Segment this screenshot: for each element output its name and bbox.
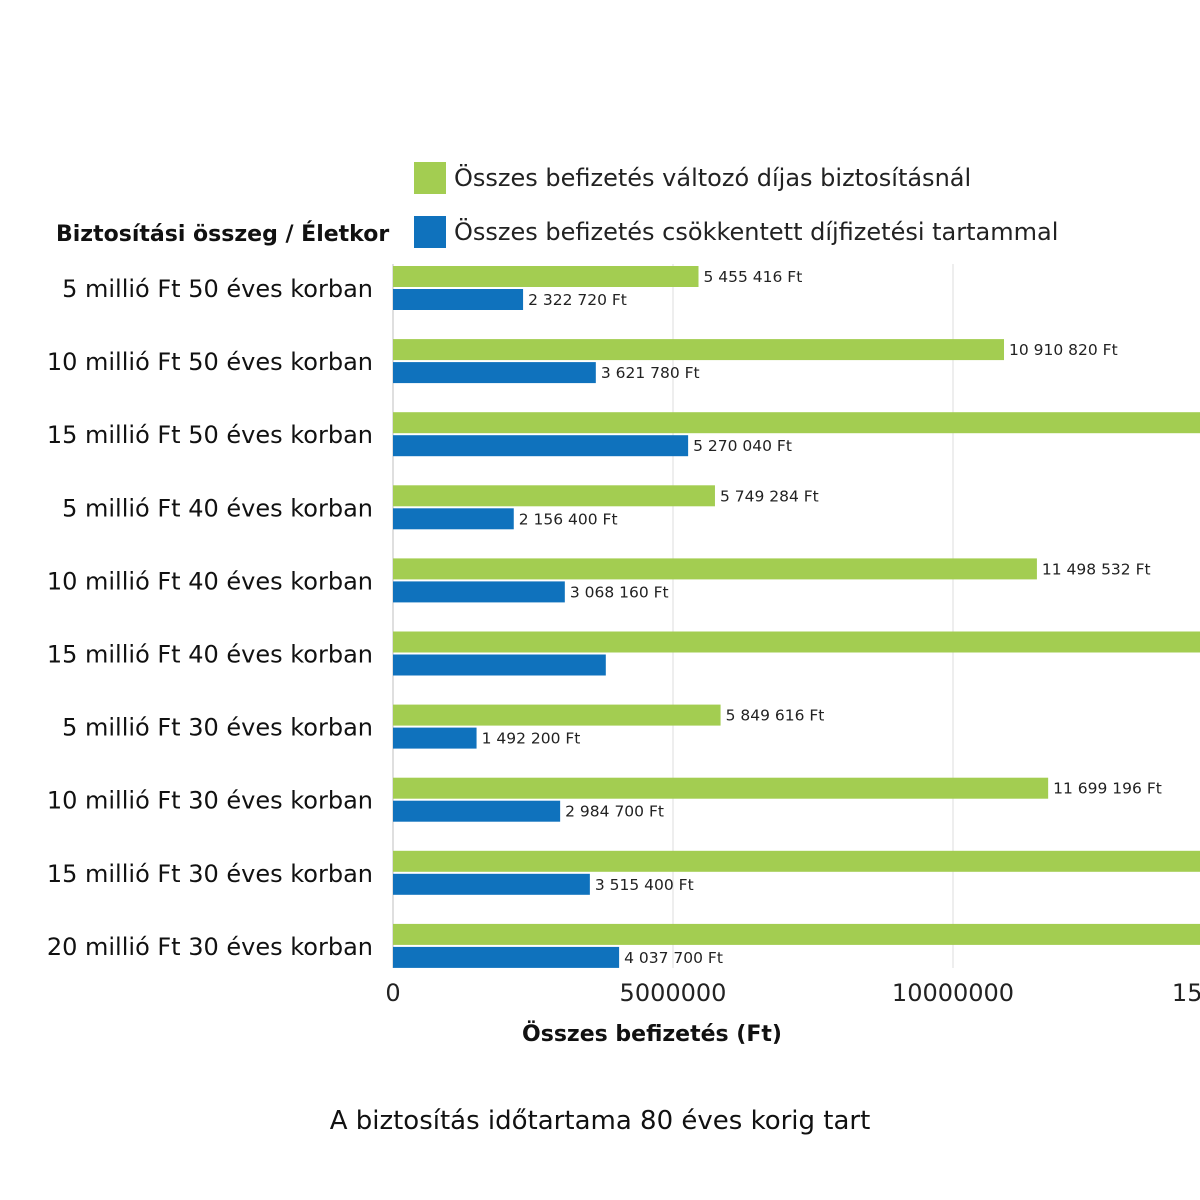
y-category-label: 5 millió Ft 40 éves korban <box>62 494 373 522</box>
y-category-label: 15 millió Ft 50 éves korban <box>47 421 373 449</box>
bar-green <box>393 850 1200 872</box>
bar-blue <box>393 873 590 895</box>
data-label: 5 270 040 Ft <box>693 437 792 455</box>
bar-blue <box>393 727 477 749</box>
data-label: 10 910 820 Ft <box>1009 341 1118 359</box>
data-label: 11 498 532 Ft <box>1042 560 1151 578</box>
bar-green <box>393 777 1049 799</box>
legend-swatch-green <box>414 162 446 194</box>
bar-blue <box>393 289 524 310</box>
data-label: 3 621 780 Ft <box>601 364 700 382</box>
x-tick-label: 10000000 <box>892 979 1014 1007</box>
x-tick-label: 15000000 <box>1172 979 1200 1007</box>
bar-blue <box>393 362 596 384</box>
y-category-label: 5 millió Ft 30 éves korban <box>62 714 373 742</box>
x-tick-label: 5000000 <box>620 979 727 1007</box>
bar-green <box>393 923 1200 945</box>
y-category-label: 15 millió Ft 40 éves korban <box>47 641 373 669</box>
bar-blue <box>393 581 565 603</box>
bar-green <box>393 558 1037 580</box>
legend-item-blue: Összes befizetés csökkentett díjfizetési… <box>414 216 1058 248</box>
data-label: 3 515 400 Ft <box>595 876 694 894</box>
data-label: 4 037 700 Ft <box>624 949 723 967</box>
data-label: 2 984 700 Ft <box>565 803 664 821</box>
bar-blue <box>393 946 620 968</box>
legend-item-green: Összes befizetés változó díjas biztosítá… <box>414 162 971 194</box>
x-axis-title: Összes befizetés (Ft) <box>522 1022 782 1047</box>
data-label: 11 699 196 Ft <box>1053 780 1162 798</box>
bar-blue <box>393 654 606 676</box>
data-label: 5 849 616 Ft <box>726 707 825 725</box>
bar-green <box>393 485 715 507</box>
data-label: 3 068 160 Ft <box>570 583 669 601</box>
y-category-label: 15 millió Ft 30 éves korban <box>47 860 373 888</box>
y-category-label: 20 millió Ft 30 éves korban <box>47 933 373 961</box>
data-label: 5 749 284 Ft <box>720 487 819 505</box>
data-label: 2 156 400 Ft <box>519 510 618 528</box>
bar-green <box>393 704 721 726</box>
bar-blue <box>393 508 514 530</box>
y-category-label: 10 millió Ft 40 éves korban <box>47 567 373 595</box>
bar-green <box>393 266 699 287</box>
data-label: 2 322 720 Ft <box>528 291 627 309</box>
x-tick-label: 0 <box>385 979 400 1007</box>
legend-label-blue: Összes befizetés csökkentett díjfizetési… <box>454 218 1059 246</box>
footnote: A biztosítás időtartama 80 éves korig ta… <box>329 1106 871 1136</box>
y-category-label: 10 millió Ft 30 éves korban <box>47 787 373 815</box>
bar-green <box>393 631 1200 653</box>
y-category-label: 10 millió Ft 50 éves korban <box>47 348 373 376</box>
bar-green <box>393 412 1200 434</box>
legend-label-green: Összes befizetés változó díjas biztosítá… <box>454 164 972 192</box>
legend-swatch-blue <box>414 216 446 248</box>
data-label: 5 455 416 Ft <box>704 268 803 286</box>
y-category-label: 5 millió Ft 50 éves korban <box>62 275 373 303</box>
y-axis-title: Biztosítási összeg / Életkor <box>56 222 390 247</box>
bar-blue <box>393 800 561 822</box>
bar-blue <box>393 435 689 457</box>
bar-green <box>393 339 1005 361</box>
data-label: 1 492 200 Ft <box>482 730 581 748</box>
